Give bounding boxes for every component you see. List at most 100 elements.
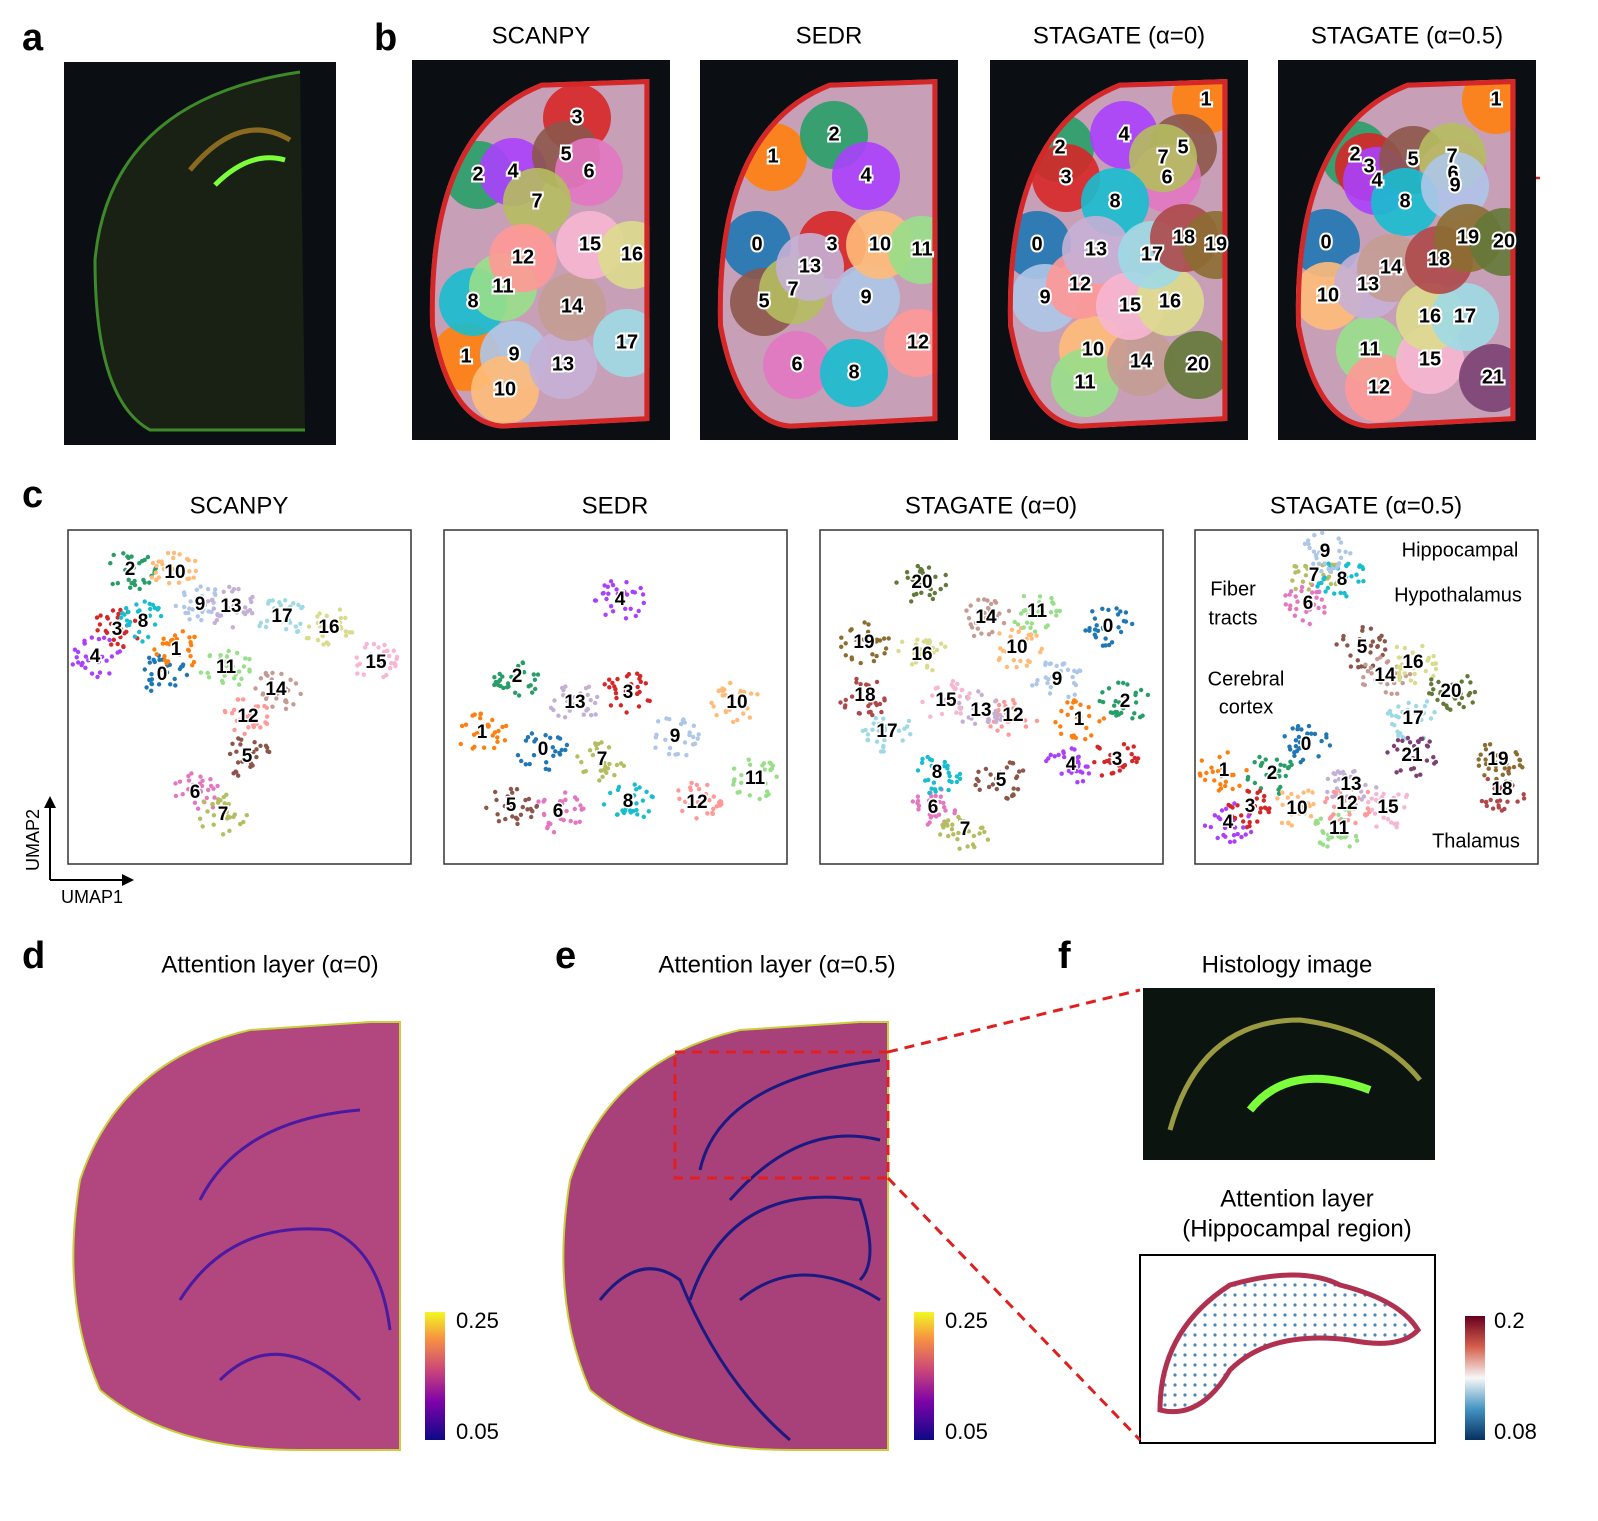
- cluster-label: 13: [1340, 774, 1361, 795]
- umap-point: [1123, 610, 1129, 615]
- umap-point: [1391, 795, 1397, 800]
- umap-point: [896, 728, 902, 733]
- umap-point: [1427, 691, 1432, 696]
- cluster-label: 9: [670, 726, 681, 747]
- umap-point: [1014, 775, 1019, 781]
- umap-point: [961, 819, 967, 824]
- umap-point: [1297, 745, 1303, 751]
- umap-point: [258, 743, 263, 748]
- umap-point: [1348, 551, 1353, 556]
- domain-region: [471, 356, 539, 424]
- umap-point: [221, 810, 226, 816]
- umap-point: [1051, 601, 1056, 606]
- cluster-label: 1: [767, 145, 778, 167]
- umap-point: [881, 636, 887, 641]
- umap-point: [1069, 770, 1074, 775]
- umap-point: [355, 671, 360, 676]
- umap-point: [973, 620, 979, 626]
- umap-point: [490, 717, 495, 723]
- cluster-label: 9: [1039, 286, 1050, 308]
- umap-point: [371, 641, 377, 647]
- umap-point: [1125, 746, 1130, 751]
- umap-point: [1336, 563, 1341, 568]
- umap-point: [944, 822, 950, 827]
- umap-point: [190, 782, 196, 788]
- umap-point: [1229, 813, 1234, 819]
- umap-point: [645, 698, 650, 703]
- umap-point: [1002, 771, 1007, 777]
- umap-point: [298, 621, 303, 626]
- umap-point: [632, 782, 637, 787]
- region-annotation: tracts: [1209, 607, 1258, 629]
- umap-point: [1392, 680, 1397, 686]
- umap-point: [1021, 594, 1027, 599]
- umap-point: [1018, 658, 1023, 664]
- umap-point: [638, 585, 643, 591]
- cluster-label: 6: [190, 782, 201, 803]
- cluster-label: 20: [911, 572, 932, 593]
- umap-point: [757, 796, 762, 802]
- umap-point: [676, 788, 681, 793]
- umap-point: [1012, 701, 1017, 706]
- domain-region: [1062, 216, 1130, 284]
- cluster-label: 13: [564, 692, 585, 713]
- umap-point: [866, 687, 872, 693]
- umap-point: [593, 598, 599, 603]
- umap-point: [606, 745, 612, 750]
- umap-point: [1289, 791, 1294, 797]
- umap-point: [1099, 773, 1105, 778]
- umap-point: [1391, 743, 1397, 749]
- umap-point: [171, 555, 176, 561]
- umap-point: [1295, 599, 1300, 604]
- umap-point: [1361, 675, 1366, 680]
- umap-point: [1286, 765, 1292, 770]
- umap-point: [1009, 641, 1015, 646]
- cluster-label: 10: [494, 378, 516, 400]
- umap-point: [1020, 768, 1026, 773]
- umap-point: [1433, 666, 1439, 672]
- umap-point: [984, 615, 989, 621]
- umap-point: [201, 606, 206, 612]
- umap-point: [920, 583, 925, 588]
- umap-point: [557, 736, 563, 741]
- umap-point: [858, 682, 863, 687]
- umap-point: [170, 566, 175, 572]
- umap-point: [1048, 685, 1054, 690]
- umap-point: [1383, 647, 1388, 652]
- umap-point: [1038, 650, 1043, 655]
- umap-point: [1494, 776, 1499, 782]
- umap-point: [144, 685, 149, 690]
- umap-point: [982, 829, 987, 835]
- cluster-label: 15: [1119, 294, 1141, 316]
- umap-point: [552, 698, 557, 703]
- umap-point: [938, 794, 943, 799]
- umap-point: [1208, 824, 1214, 830]
- umap-point: [1293, 586, 1298, 592]
- umap-point: [1400, 680, 1405, 686]
- cluster-label: 8: [467, 290, 478, 312]
- umap-point: [274, 696, 279, 701]
- umap-point: [934, 647, 940, 653]
- umap-point: [731, 766, 737, 771]
- umap-point: [1132, 711, 1137, 716]
- umap-point: [516, 663, 521, 669]
- umap-point: [1017, 714, 1022, 719]
- umap-point: [925, 822, 930, 827]
- cluster-label: 12: [512, 246, 534, 268]
- umap-point: [551, 830, 557, 835]
- umap-point: [1369, 671, 1374, 676]
- umap-point: [115, 641, 120, 647]
- umap-point: [865, 629, 871, 634]
- umap-point: [376, 645, 381, 650]
- umap-point: [1312, 731, 1318, 737]
- umap-point: [866, 710, 872, 715]
- umap-point: [1290, 726, 1295, 731]
- umap-point: [1396, 715, 1401, 720]
- umap-point: [1048, 752, 1053, 758]
- cluster-label: 6: [553, 801, 564, 822]
- umap-point: [628, 606, 633, 611]
- umap-point: [243, 656, 248, 661]
- umap-point: [1002, 699, 1007, 705]
- umap-point: [1003, 710, 1009, 716]
- umap-point: [205, 586, 211, 592]
